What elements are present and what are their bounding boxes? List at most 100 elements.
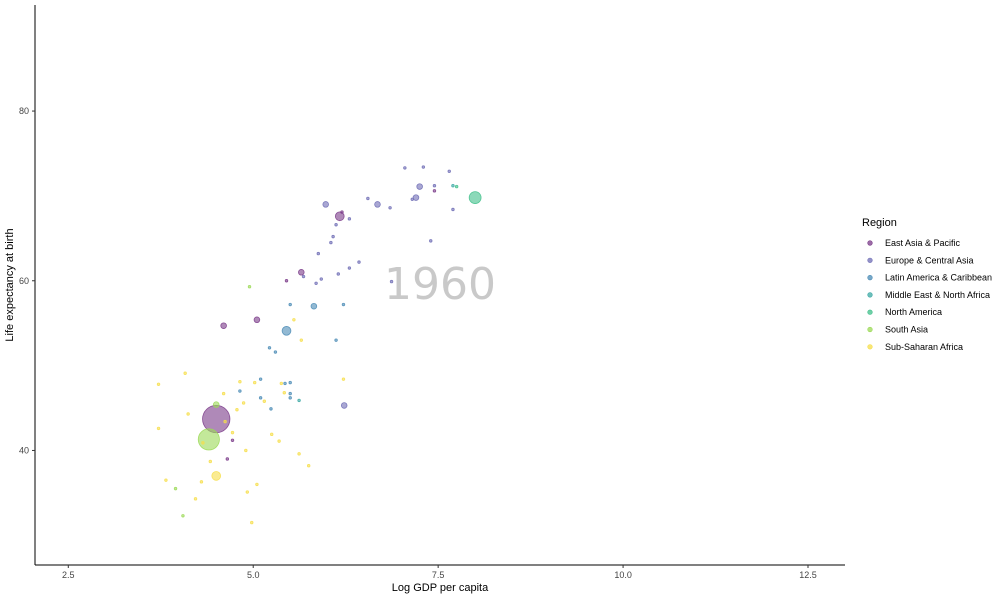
data-point [336, 272, 340, 276]
legend-swatch [867, 344, 873, 350]
x-tick-label: 5.0 [247, 570, 260, 580]
x-tick-label: 12.5 [799, 570, 817, 580]
data-point [186, 412, 190, 416]
data-point [201, 441, 205, 445]
data-point [416, 183, 423, 190]
data-point [208, 459, 213, 464]
legend-swatch [867, 257, 873, 263]
data-point [322, 201, 329, 208]
data-point [282, 391, 286, 395]
data-point [421, 165, 426, 169]
data-point [258, 377, 263, 381]
data-point [410, 197, 414, 202]
legend: Region East Asia & Pacific Europe & Centr… [862, 217, 992, 352]
x-tick-label: 2.5 [62, 570, 75, 580]
data-point [451, 207, 455, 212]
data-point [388, 206, 392, 210]
data-point [288, 391, 292, 396]
data-point [301, 274, 306, 279]
y-tick-label: 60 [19, 276, 29, 286]
data-point [310, 302, 318, 310]
data-point [432, 184, 437, 188]
legend-items: East Asia & Pacific Europe & Central Asia… [867, 238, 992, 352]
data-point [211, 471, 222, 481]
data-point [238, 380, 242, 384]
data-point [230, 438, 235, 442]
data-point [334, 223, 338, 227]
plot-area: 1960 40 60 80 2.5 5.0 7.5 10.0 12.5 Log GDP pe… [4, 5, 845, 594]
data-point [292, 318, 296, 322]
data-point [241, 401, 246, 405]
x-tick-label: 10.0 [614, 570, 632, 580]
data-point [223, 419, 227, 424]
data-point [252, 380, 257, 385]
data-point [432, 189, 437, 193]
legend-swatch [867, 240, 873, 246]
data-point [389, 279, 394, 284]
data-point [429, 239, 433, 243]
data-point [197, 428, 220, 451]
data-point [164, 478, 168, 482]
data-point [403, 166, 407, 170]
data-point [454, 184, 459, 189]
data-point [357, 260, 361, 264]
data-point [334, 338, 338, 342]
legend-swatch [867, 326, 873, 333]
data-point [183, 371, 187, 375]
year-annotation: 1960 [384, 259, 496, 310]
data-point [288, 380, 292, 385]
data-point [297, 398, 301, 403]
data-point [245, 490, 250, 494]
legend-label: Latin America & Caribbean [885, 273, 992, 283]
data-point [316, 251, 321, 256]
data-point [447, 169, 451, 174]
data-point [412, 194, 420, 201]
y-axis-title: Life expectancy at birth [4, 228, 16, 341]
legend-label: East Asia & Pacific [885, 238, 961, 248]
data-point [277, 439, 281, 443]
data-point [253, 316, 261, 324]
x-axis-title: Log GDP per capita [392, 582, 489, 594]
legend-swatch [867, 275, 873, 281]
data-point [374, 201, 381, 208]
data-point [366, 196, 370, 201]
legend-label: Sub-Saharan Africa [885, 342, 963, 352]
data-point [230, 430, 235, 435]
legend-label: Middle East & North Africa [885, 290, 990, 300]
data-points [156, 165, 482, 525]
data-point [281, 326, 292, 336]
data-point [331, 234, 335, 239]
legend-title: Region [862, 217, 897, 229]
legend-label: North America [885, 307, 942, 317]
data-point [284, 279, 289, 283]
data-point [347, 266, 352, 270]
data-point [199, 480, 204, 484]
y-tick-label: 80 [19, 106, 29, 116]
x-tick-label: 7.5 [432, 570, 445, 580]
data-point [220, 322, 227, 329]
data-point [262, 399, 267, 403]
data-point [270, 432, 274, 437]
legend-swatch [867, 292, 873, 298]
data-point [273, 350, 278, 354]
data-point [193, 497, 198, 501]
y-ticks: 40 60 80 [19, 106, 35, 455]
data-point [156, 426, 161, 431]
data-point [279, 381, 284, 386]
data-point [341, 302, 346, 307]
data-point [283, 381, 287, 386]
data-point [156, 382, 161, 386]
data-point [247, 284, 252, 289]
data-point [298, 269, 305, 276]
data-point [288, 302, 292, 307]
data-point [258, 396, 263, 400]
legend-swatch [867, 309, 873, 315]
data-point [212, 401, 220, 408]
data-point [329, 240, 333, 245]
data-point [341, 377, 346, 381]
data-point [255, 482, 259, 487]
data-point [297, 452, 301, 456]
x-ticks: 2.5 5.0 7.5 10.0 12.5 [62, 565, 817, 580]
data-point [288, 396, 292, 400]
